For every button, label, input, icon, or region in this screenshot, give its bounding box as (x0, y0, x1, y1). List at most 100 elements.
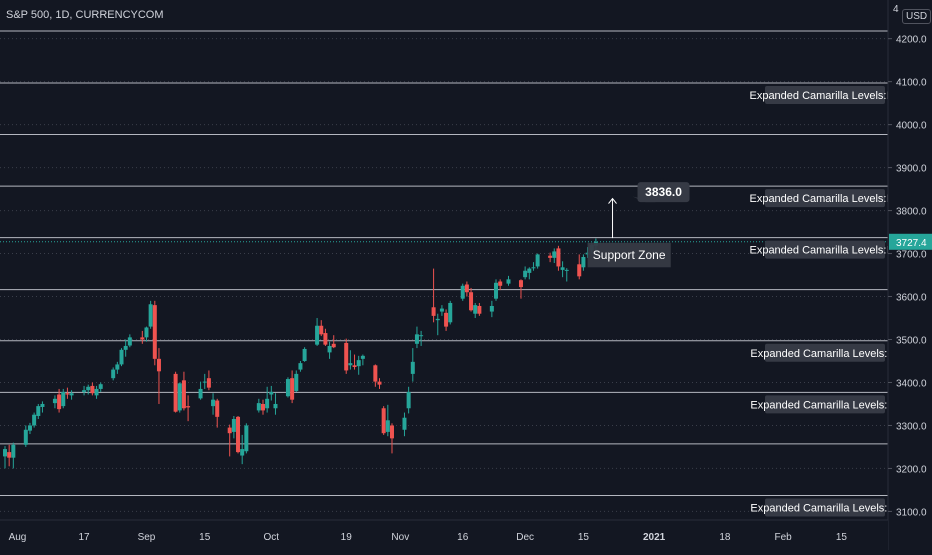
candle-body (494, 282, 499, 299)
candle-body (389, 425, 394, 439)
time-axis-label: 15 (199, 532, 211, 543)
candle (202, 373, 207, 389)
candle (11, 442, 16, 469)
symbol-title[interactable]: S&P 500, 1D, CURRENCYCOM (6, 9, 164, 21)
candle-body (285, 379, 290, 397)
candle-body (473, 305, 478, 314)
candle (23, 425, 28, 447)
candle (469, 287, 474, 312)
candle-body (523, 270, 528, 278)
candle-body (202, 381, 207, 383)
candle (290, 370, 295, 404)
candle-body (32, 414, 37, 426)
candle (244, 423, 249, 454)
level-label-l3: Expanded Camarilla Levels:L3 (750, 348, 899, 360)
candle-body (11, 444, 16, 458)
time-axis: Aug 17 Sep 15 Oct 19 Nov 16 Dec 15 2021 18 Feb 15 (0, 519, 888, 550)
candle (156, 348, 161, 404)
time-axis-label: 18 (719, 532, 731, 543)
candle (152, 300, 157, 366)
candle-body (140, 337, 145, 340)
candle (323, 328, 328, 346)
time-axis-label: Dec (516, 532, 534, 543)
time-axis-label: Feb (775, 532, 793, 543)
candle (119, 348, 124, 367)
support-zone: Support Zone (587, 242, 671, 268)
support-zone-box (587, 242, 671, 268)
candle (552, 248, 557, 264)
level-label-box (765, 85, 885, 104)
candle (360, 354, 365, 366)
candle (215, 398, 220, 428)
candle (385, 404, 390, 437)
price-axis-label: 3100.0 (896, 507, 927, 518)
candle-body (69, 393, 74, 396)
price-axis-label: 3500.0 (896, 336, 927, 347)
candle-body (556, 248, 561, 267)
price-axis-background (888, 0, 932, 550)
candle (265, 386, 270, 413)
currency-button[interactable]: USD (902, 9, 932, 24)
candle-body (498, 281, 503, 286)
candle-body (348, 363, 353, 366)
candle-body (548, 255, 553, 258)
level-label-box (765, 395, 885, 414)
candle (36, 403, 41, 420)
candle-body (564, 269, 569, 271)
candle-body (181, 380, 186, 409)
candle-body (57, 394, 62, 410)
candle-body (82, 390, 87, 392)
candle (86, 384, 91, 395)
candle (498, 279, 503, 291)
candle (352, 354, 357, 370)
candle-body (215, 400, 220, 417)
candle (181, 371, 186, 411)
candle (7, 444, 12, 467)
candle-body (240, 449, 245, 456)
candle-body (61, 391, 66, 407)
candle (331, 335, 336, 349)
time-axis-label: Nov (391, 532, 409, 543)
candle (127, 334, 132, 348)
candle-body (260, 403, 265, 411)
candle-body (90, 385, 95, 394)
candle-body (65, 393, 70, 395)
candle-body (231, 419, 236, 432)
candle (227, 424, 232, 457)
time-axis-label: 15 (836, 532, 848, 543)
candle-body (3, 449, 7, 457)
candle-body (414, 334, 419, 344)
candle (40, 401, 45, 413)
candle-body (406, 391, 411, 409)
level-label-box (765, 240, 885, 259)
candle (211, 393, 216, 415)
candle-body (236, 416, 241, 453)
candle-body (7, 452, 12, 458)
target-callout-box (637, 182, 690, 203)
candle-body (560, 267, 565, 270)
candle-body (206, 378, 211, 388)
candle (302, 347, 307, 362)
time-axis-label: 2021 (643, 532, 666, 543)
candle-body (439, 308, 444, 312)
candle (198, 381, 203, 400)
candle (435, 313, 440, 336)
candle (444, 309, 449, 331)
target-arrow-head (608, 197, 617, 204)
level-label-h3: Expanded Camarilla Levels:H3 (749, 245, 900, 257)
candle-body (460, 285, 465, 299)
candle-body (302, 348, 307, 361)
candle (527, 267, 532, 280)
candle (410, 348, 415, 382)
candle (32, 412, 37, 428)
candle (144, 326, 149, 342)
candle (98, 382, 103, 392)
candle (373, 364, 378, 387)
candle (315, 318, 320, 346)
price-axis-label: 4000.0 (896, 121, 927, 132)
candle (414, 326, 419, 349)
candle-body (123, 345, 128, 350)
candle (173, 371, 178, 413)
